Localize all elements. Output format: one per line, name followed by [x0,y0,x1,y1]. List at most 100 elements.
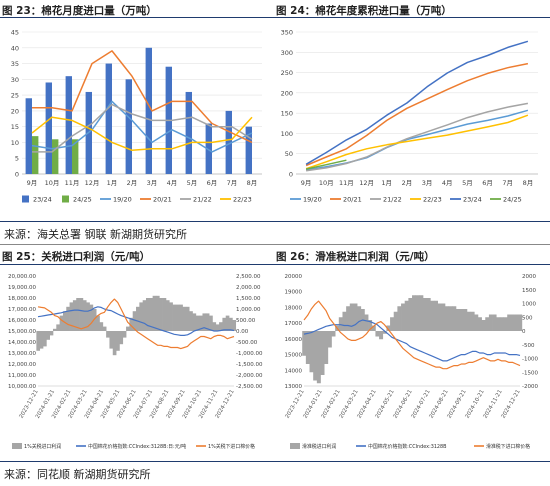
y-left-tick-label: 14,000.00 [8,340,36,346]
profit-bar [481,320,486,331]
y-tick-label: 0 [289,171,293,179]
y-left-tick-label: 14000 [285,368,303,374]
y-right-tick-label: 1,500.00 [236,296,261,302]
legend-label: 20/21 [343,196,362,204]
y-right-tick-label: -2,000.00 [236,373,263,379]
profit-bar [397,306,402,331]
y-left-tick-label: 11,000.00 [8,373,36,379]
profit-bar [52,328,57,331]
bar-24-25 [32,136,39,174]
y-left-tick-label: 15000 [285,353,303,359]
profit-bar [514,314,519,331]
y-tick-label: 350 [281,29,293,37]
profit-bar [309,331,314,373]
profit-bar [182,306,187,331]
profit-bar [66,306,70,331]
profit-bar [46,331,50,340]
y-right-tick-label: -1000 [522,357,538,363]
legend-label: 1%关税下进口棉价格 [208,443,255,450]
profit-bar [313,331,318,381]
profit-bar [145,298,150,331]
legend-label: 中国棉花价格指数:CCIndex:3128B:日:元/吨 [88,443,186,450]
legend-label: 23/24 [33,196,52,204]
y-right-tick-label: 1,000.00 [236,307,261,313]
chart-title-23: 图 23：棉花月度进口量（万吨） [2,5,157,17]
profit-bar [142,300,147,331]
profit-bar [192,313,197,331]
profit-bar [382,331,387,334]
source-divider-top-bottom [0,244,550,245]
profit-bar [338,317,343,331]
profit-bar [109,331,114,349]
y-right-tick-label: 2,500.00 [236,274,261,280]
x-tick-label: 3月 [422,179,433,187]
profit-bar [72,300,77,331]
legend-label: 19/20 [303,196,322,204]
x-tick-label: 1月 [381,179,392,187]
source-note-bottom: 来源：同花顺 新湖期货研究所 [4,468,151,481]
x-tick-label: 12月 [359,179,374,187]
profit-bar [209,315,213,331]
profit-bar [36,331,41,351]
profit-bar [510,314,515,331]
x-tick-label: 7月 [502,179,513,187]
profit-bar [353,303,358,331]
y-right-tick-label: 1000 [522,302,536,308]
profit-bar [327,331,332,348]
legend-swatch [12,443,22,449]
profit-bar [152,295,157,331]
profit-bar [375,331,380,337]
y-right-tick-label: 2000 [522,274,536,280]
line-series-import-price [303,300,521,370]
y-left-tick-label: 18000 [285,305,303,311]
bar-23-24 [145,47,152,174]
line-series-20-21 [305,62,529,167]
y-right-tick-label: -1,000.00 [236,351,263,357]
profit-bar [316,331,321,384]
profit-bar [474,314,479,331]
legend-label: 21/22 [383,196,402,204]
profit-bar [175,304,180,331]
profit-bar [102,326,107,331]
legend-label: 24/25 [503,196,522,204]
y-left-tick-label: 20000 [285,274,303,280]
profit-bar [189,311,193,331]
y-left-tick-label: 17000 [285,321,303,327]
profit-bar [404,300,409,331]
profit-bar [159,298,163,331]
chart-monthly-imports: 0 5 10 15 20 25 30 35 40 45 9月 10月 11月 12月 1月 2月 3月 4月 5月 6… [11,29,262,204]
profit-bar [320,331,325,375]
profit-bar [492,314,497,331]
y-right-tick-label: -500 [522,343,535,349]
line-series-23-24 [305,40,529,165]
chart-cumulative-imports: 0 50 100 150 200 250 300 350 9月 10月 11月 12月 1月 2月 3月 4月… [281,29,538,204]
y-left-tick-label: 15,000.00 [8,329,36,335]
profit-bar [401,303,406,331]
y-left-tick-label: 10,000.00 [8,384,36,390]
profit-bar [452,306,457,331]
line-series-21-22 [32,103,253,153]
legend-label: 19/20 [113,196,132,204]
profit-bar [215,324,220,331]
y-right-tick-label: 500.00 [236,318,256,324]
profit-bar [86,302,90,331]
bar-23-24 [125,79,132,174]
source-note-top: 来源：海关总署 钢联 新湖期货研究所 [4,228,187,241]
profit-bar [172,304,177,331]
profit-bar [518,314,523,331]
profit-bar [199,315,203,331]
title-divider-bottom [0,264,550,265]
x-tick-label: 9月 [27,179,38,187]
y-tick-label: 25 [11,92,19,100]
legend-label: 滑准税进口利润 [302,443,336,450]
profit-bar [232,320,237,331]
chart-title-26: 图 26：滑准税进口利润（元/吨） [276,251,435,263]
y-tick-label: 35 [11,60,19,68]
profit-bar [305,331,310,364]
y-tick-label: 20 [11,107,19,115]
line-series-24-25 [305,159,347,170]
profit-bar [433,300,438,331]
profit-bar [112,331,117,356]
x-tick-label: 2月 [127,179,138,187]
bar-24-25 [72,139,79,174]
